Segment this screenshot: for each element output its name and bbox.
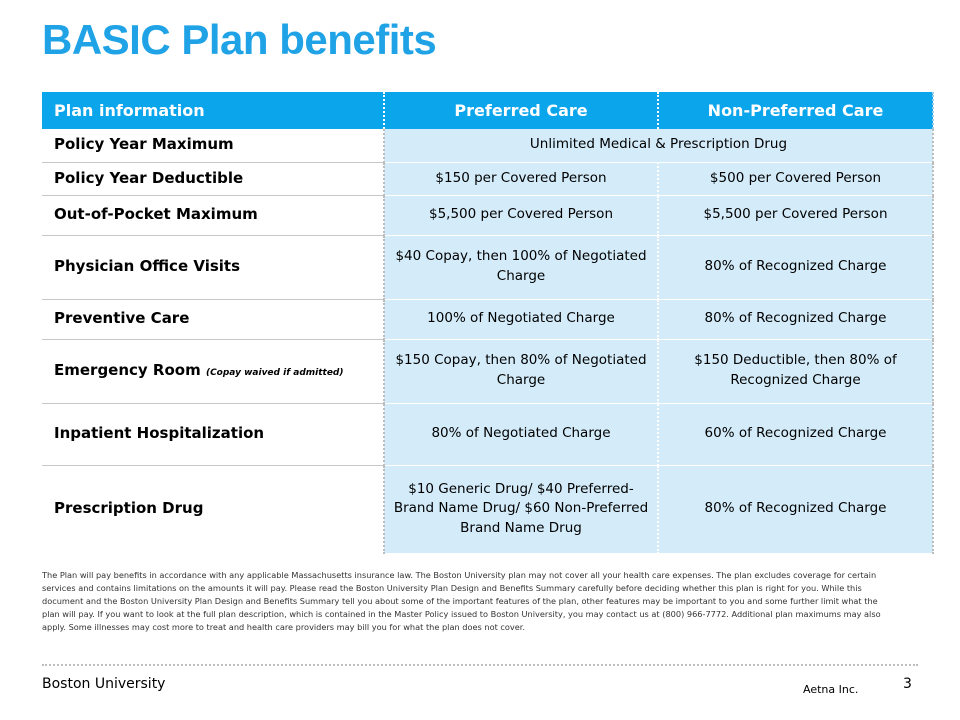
non-preferred-value-cell: 80% of Recognized Charge	[658, 299, 934, 340]
row-label: Inpatient Hospitalization	[42, 403, 385, 466]
table-row: Policy Year Deductible $150 per Covered …	[42, 162, 934, 196]
preferred-value-cell: 100% of Negotiated Charge	[384, 299, 659, 340]
page-number: 3	[903, 676, 912, 692]
non-preferred-value-cell: $500 per Covered Person	[658, 162, 934, 196]
table-row: Physician Office Visits $40 Copay, then …	[42, 235, 934, 300]
row-label: Preventive Care	[42, 299, 385, 340]
preferred-value-cell: $10 Generic Drug/ $40 Preferred-Brand Na…	[384, 465, 659, 554]
footer-company: Aetna Inc.	[803, 683, 859, 696]
header-non-preferred-care: Non-Preferred Care	[658, 92, 934, 129]
page-title: BASIC Plan benefits	[42, 16, 437, 63]
row-label-emergency-room: Emergency Room (Copay waived if admitted…	[42, 339, 385, 404]
header-plan-information: Plan information	[42, 92, 385, 129]
preferred-value-cell: $150 per Covered Person	[384, 162, 659, 196]
disclaimer-text: The Plan will pay benefits in accordance…	[42, 570, 881, 632]
row-label: Out-of-Pocket Maximum	[42, 195, 385, 236]
merged-value-cell: Unlimited Medical & Prescription Drug	[384, 129, 934, 163]
table-row: Prescription Drug $10 Generic Drug/ $40 …	[42, 465, 934, 554]
preferred-value-cell: $40 Copay, then 100% of Negotiated Charg…	[384, 235, 659, 300]
row-label: Policy Year Deductible	[42, 162, 385, 196]
benefits-table: Plan information Preferred Care Non-Pref…	[42, 92, 934, 554]
table-header-row: Plan information Preferred Care Non-Pref…	[42, 92, 934, 129]
row-label: Policy Year Maximum	[42, 129, 385, 163]
row-label: Physician Office Visits	[42, 235, 385, 300]
footer-divider	[42, 664, 918, 666]
row-label: Emergency Room	[54, 361, 201, 380]
header-preferred-care: Preferred Care	[384, 92, 659, 129]
non-preferred-value-cell: 80% of Recognized Charge	[658, 235, 934, 300]
non-preferred-value-cell: 60% of Recognized Charge	[658, 403, 934, 466]
table-row: Emergency Room (Copay waived if admitted…	[42, 339, 934, 404]
table-row: Policy Year Maximum Unlimited Medical & …	[42, 129, 934, 163]
table-row: Inpatient Hospitalization 80% of Negotia…	[42, 403, 934, 466]
preferred-value-cell: 80% of Negotiated Charge	[384, 403, 659, 466]
non-preferred-value-cell: $5,500 per Covered Person	[658, 195, 934, 236]
preferred-value-cell: $5,500 per Covered Person	[384, 195, 659, 236]
table-row: Out-of-Pocket Maximum $5,500 per Covered…	[42, 195, 934, 236]
copay-note: (Copay waived if admitted)	[205, 368, 344, 379]
row-label: Prescription Drug	[42, 465, 385, 553]
footer-organization: Boston University	[42, 676, 166, 692]
non-preferred-value-cell: $150 Deductible, then 80% of Recognized …	[658, 339, 934, 404]
non-preferred-value-cell: 80% of Recognized Charge	[658, 465, 934, 554]
table-row: Preventive Care 100% of Negotiated Charg…	[42, 299, 934, 340]
preferred-value-cell: $150 Copay, then 80% of Negotiated Charg…	[384, 339, 659, 404]
